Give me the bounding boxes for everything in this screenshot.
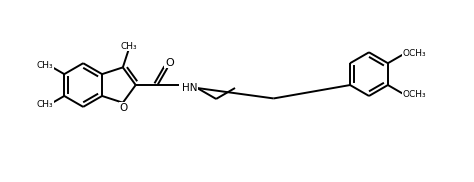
Text: HN: HN — [182, 83, 197, 93]
Text: CH₃: CH₃ — [120, 42, 137, 51]
Text: OCH₃: OCH₃ — [402, 49, 426, 58]
Text: O: O — [120, 103, 128, 113]
Text: OCH₃: OCH₃ — [402, 90, 426, 100]
Text: CH₃: CH₃ — [36, 61, 53, 70]
Text: O: O — [165, 58, 174, 68]
Text: CH₃: CH₃ — [36, 100, 53, 109]
